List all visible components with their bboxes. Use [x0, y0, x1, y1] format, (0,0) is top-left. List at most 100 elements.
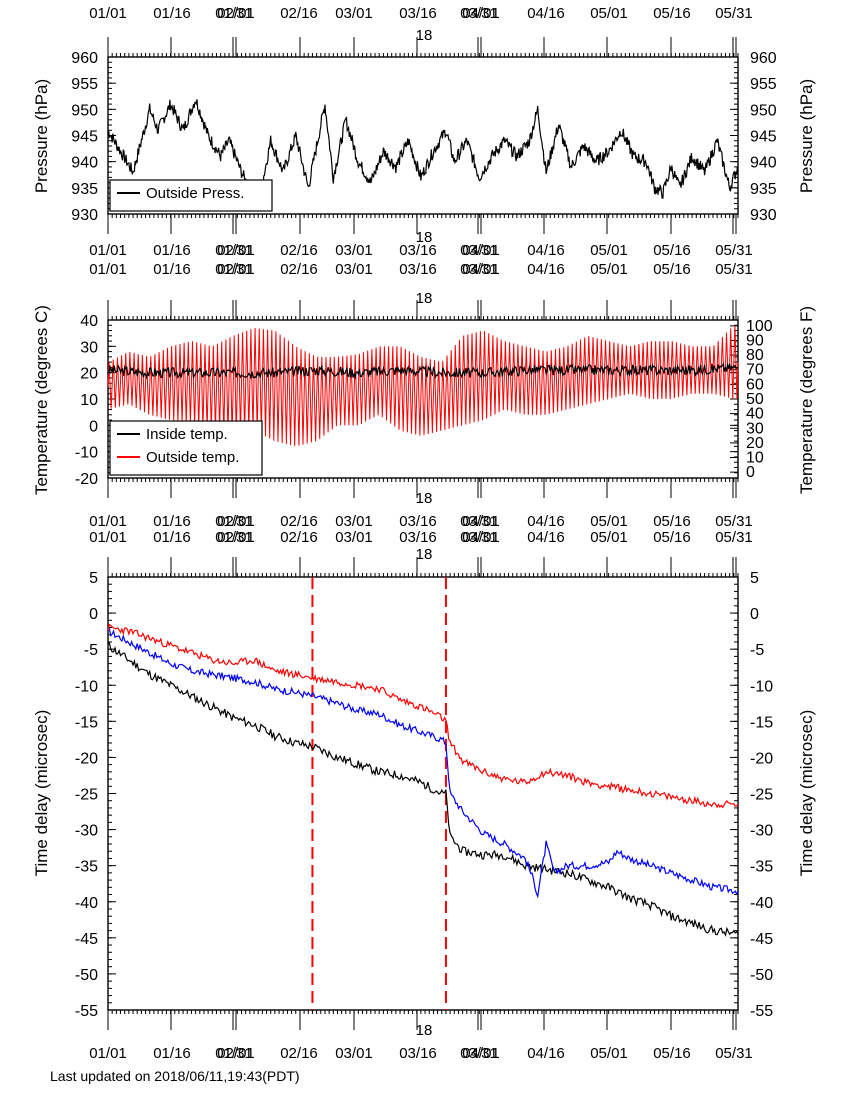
time-tick-label-0: 01/16 — [153, 242, 191, 259]
time-tick-label-0: 01/16 — [153, 5, 191, 22]
legend-box — [109, 179, 273, 212]
last-updated-footer: Last updated on 2018/06/11,19:43(PDT) — [50, 1068, 300, 1084]
delay-line-blue — [107, 627, 739, 899]
time-tick-label-0: 03/31 — [460, 242, 498, 259]
time-tick-label-2: 02/01 — [217, 529, 255, 546]
time-tick-label-2: 01/16 — [153, 1045, 191, 1062]
y-axis-title: Pressure (hPa) — [32, 79, 51, 193]
time-tick-label-2: 03/16 — [399, 529, 437, 546]
year-label: 18 — [416, 229, 433, 246]
time-tick-label-1: 03/01 — [335, 261, 373, 278]
y-right-tick-label: 100 — [746, 318, 773, 335]
time-tick-label-1: 01/16 — [153, 513, 191, 530]
y-axis-title-right: Time delay (microsec) — [797, 710, 816, 877]
y-tick-label: -45 — [75, 931, 98, 948]
y-tick-label: 945 — [71, 129, 98, 146]
time-tick-label-1: 02/16 — [280, 261, 318, 278]
y-tick-label: -55 — [75, 1003, 98, 1020]
time-tick-label-0: 04/16 — [527, 242, 565, 259]
y-right-tick-label: 60 — [746, 376, 764, 393]
time-tick-label-1: 05/01 — [590, 513, 628, 530]
time-tick-label-2: 01/01 — [89, 1045, 127, 1062]
y-right-tick-label: 960 — [750, 50, 777, 67]
y-tick-label: -20 — [75, 471, 98, 488]
y-tick-label: -30 — [75, 823, 98, 840]
time-tick-label-0: 02/16 — [280, 5, 318, 22]
time-tick-label-0: 05/01 — [590, 242, 628, 259]
y-right-tick-label: -30 — [750, 823, 773, 840]
y-tick-label: 0 — [89, 418, 98, 435]
time-tick-label-2: 04/16 — [527, 529, 565, 546]
time-tick-label-1: 05/31 — [715, 513, 753, 530]
y-right-tick-label: -5 — [750, 642, 764, 659]
time-tick-label-0: 02/01 — [217, 242, 255, 259]
y-tick-label: -10 — [75, 678, 98, 695]
time-tick-label-1: 01/31 — [215, 261, 253, 278]
legend-label: Outside temp. — [146, 449, 239, 466]
time-tick-label-1: 05/16 — [653, 261, 691, 278]
time-tick-label-1: 03/31 — [460, 261, 498, 278]
y-right-tick-label: 30 — [746, 420, 764, 437]
time-tick-label-1: 04/16 — [527, 513, 565, 530]
time-tick-label-0: 01/01 — [89, 5, 127, 22]
time-tick-label-2: 02/16 — [280, 1045, 318, 1062]
y-right-tick-label: 5 — [750, 570, 759, 587]
y-right-tick-label: -25 — [750, 787, 773, 804]
time-tick-label-0: 05/31 — [715, 5, 753, 22]
inside-temp-line — [107, 362, 739, 380]
year-label: 18 — [416, 546, 433, 563]
time-tick-label-0: 03/16 — [399, 242, 437, 259]
y-tick-label: 940 — [71, 155, 98, 172]
legend-label: Outside Press. — [146, 185, 244, 202]
time-tick-label-1: 03/31 — [460, 513, 498, 530]
time-tick-label-1: 05/01 — [590, 261, 628, 278]
time-tick-label-0: 05/16 — [653, 5, 691, 22]
time-tick-label-1: 03/16 — [399, 261, 437, 278]
y-tick-label: 20 — [80, 366, 98, 383]
y-right-tick-label: 80 — [746, 347, 764, 364]
pressure-line — [107, 99, 739, 202]
y-right-tick-label: -20 — [750, 750, 773, 767]
y-tick-label: -35 — [75, 859, 98, 876]
y-right-tick-label: 945 — [750, 129, 777, 146]
time-tick-label-0: 04/01 — [462, 5, 500, 22]
year-label: 18 — [416, 290, 433, 307]
time-tick-label-2: 04/01 — [462, 529, 500, 546]
time-tick-label-1: 01/16 — [153, 261, 191, 278]
outside-temp-line — [107, 325, 739, 447]
time-tick-label-1: 02/01 — [217, 513, 255, 530]
time-tick-label-2: 03/01 — [335, 1045, 373, 1062]
y-tick-label: -50 — [75, 967, 98, 984]
time-tick-label-2: 04/01 — [462, 1045, 500, 1062]
y-right-tick-label: -50 — [750, 967, 773, 984]
time-tick-label-2: 02/16 — [280, 529, 318, 546]
y-right-tick-label: -45 — [750, 931, 773, 948]
time-tick-label-0: 03/16 — [399, 5, 437, 22]
y-tick-label: 960 — [71, 50, 98, 67]
y-tick-label: -20 — [75, 750, 98, 767]
y-right-tick-label: -40 — [750, 895, 773, 912]
y-right-tick-label: 10 — [746, 450, 764, 467]
time-tick-label-2: 05/16 — [653, 1045, 691, 1062]
y-tick-label: -25 — [75, 787, 98, 804]
y-tick-label: 955 — [71, 76, 98, 93]
y-axis-title: Time delay (microsec) — [32, 710, 51, 877]
time-tick-label-1: 02/16 — [280, 513, 318, 530]
y-tick-label: 935 — [71, 181, 98, 198]
y-right-tick-label: 40 — [746, 406, 764, 423]
time-tick-label-1: 04/01 — [462, 513, 500, 530]
time-tick-label-2: 01/16 — [153, 529, 191, 546]
time-tick-label-0: 01/31 — [215, 242, 253, 259]
time-tick-label-1: 02/01 — [217, 261, 255, 278]
time-tick-label-0: 01/01 — [89, 242, 127, 259]
time-tick-label-2: 03/31 — [460, 529, 498, 546]
time-tick-label-0: 03/31 — [460, 5, 498, 22]
time-tick-label-2: 03/31 — [460, 1045, 498, 1062]
time-tick-label-1: 01/31 — [215, 513, 253, 530]
time-tick-label-0: 02/16 — [280, 242, 318, 259]
delay-line-black — [107, 641, 739, 938]
y-right-tick-label: 70 — [746, 362, 764, 379]
year-label: 18 — [416, 1022, 433, 1039]
